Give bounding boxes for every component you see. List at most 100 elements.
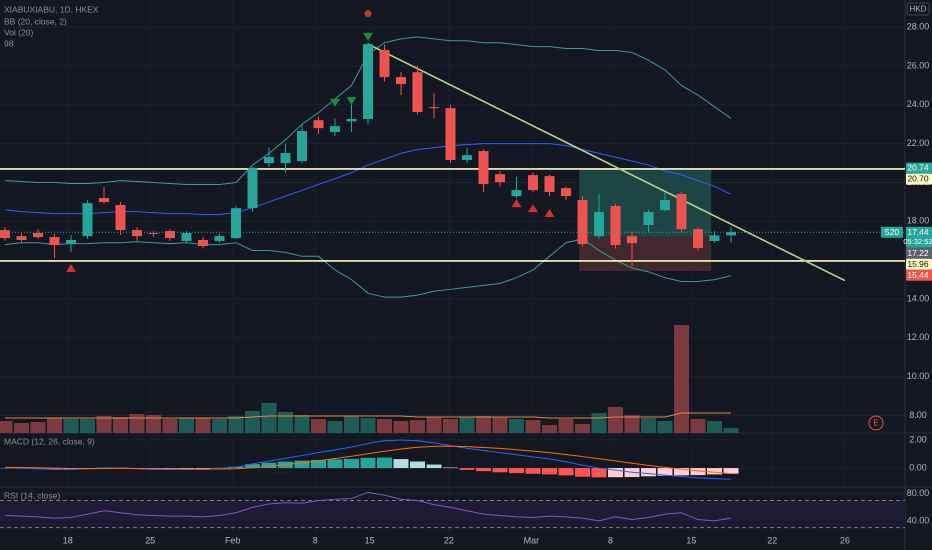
volume-bar bbox=[723, 428, 739, 433]
macd-histogram bbox=[591, 468, 607, 478]
candle-body bbox=[231, 208, 241, 239]
candle-body bbox=[313, 120, 324, 129]
volume-bar bbox=[509, 419, 524, 433]
rsi-label: RSI (14, close) bbox=[4, 490, 60, 500]
candle-body bbox=[445, 108, 456, 160]
volume-bar bbox=[641, 418, 656, 433]
price-tag-label: 17.22 bbox=[907, 248, 929, 258]
candle-body bbox=[511, 190, 522, 197]
volume-bar bbox=[80, 419, 95, 433]
macd-histogram bbox=[707, 468, 722, 475]
price-tag bbox=[906, 269, 932, 281]
volume-bar bbox=[575, 424, 590, 433]
candle-body bbox=[181, 233, 192, 241]
volume-bar bbox=[96, 416, 112, 433]
volume-bar bbox=[542, 425, 557, 433]
candle-body bbox=[165, 231, 175, 239]
macd-histogram bbox=[47, 468, 62, 470]
volume-bar bbox=[278, 412, 293, 433]
volume-bar bbox=[212, 419, 227, 433]
macd-histogram bbox=[525, 468, 541, 474]
volume-bar bbox=[162, 419, 178, 433]
macd-histogram bbox=[723, 468, 739, 474]
candle-body bbox=[577, 199, 588, 245]
macd-histogram bbox=[393, 459, 409, 469]
y-tick-label: 2.00 bbox=[909, 434, 927, 444]
candle-body bbox=[247, 168, 258, 209]
candle-body bbox=[627, 236, 637, 244]
x-tick-label: Mar bbox=[524, 535, 540, 545]
candle-body bbox=[16, 236, 27, 240]
currency: HKD bbox=[910, 5, 927, 14]
candle-body bbox=[82, 203, 93, 237]
bb-lower bbox=[4, 238, 732, 298]
price-tag-label: 15.44 bbox=[907, 270, 929, 280]
currency-box bbox=[906, 2, 930, 16]
rsi-line bbox=[4, 491, 732, 522]
candle-body bbox=[115, 205, 126, 231]
macd-histogram bbox=[459, 468, 475, 470]
bb-middle bbox=[4, 143, 732, 216]
y-tick-label: 40.00 bbox=[907, 515, 930, 525]
candle-body bbox=[478, 151, 489, 185]
price-tag bbox=[906, 226, 932, 248]
candle-body bbox=[330, 126, 340, 133]
volume-bar bbox=[30, 422, 46, 433]
candle-body bbox=[429, 107, 439, 109]
y-tick-label: 26.00 bbox=[907, 60, 930, 70]
macd-histogram bbox=[327, 459, 343, 469]
volume-bar bbox=[228, 416, 244, 433]
candle-body bbox=[462, 155, 472, 160]
candle-body bbox=[346, 119, 357, 122]
volume-bar bbox=[492, 417, 508, 433]
macd-histogram bbox=[608, 468, 623, 478]
volume-bar bbox=[360, 418, 376, 433]
signal-marker bbox=[66, 263, 76, 272]
volume-bar bbox=[344, 416, 359, 433]
signal-marker bbox=[528, 204, 538, 213]
candle-body bbox=[280, 153, 291, 164]
candle-body bbox=[412, 72, 423, 113]
macd-histogram bbox=[360, 457, 376, 469]
signal-marker bbox=[363, 32, 373, 41]
price-tag-label: 15.96 bbox=[907, 259, 929, 269]
volume-bar bbox=[0, 421, 13, 433]
volume-bar bbox=[63, 419, 79, 433]
y-tick-label: 14.00 bbox=[907, 293, 930, 303]
volume-bar bbox=[393, 421, 409, 433]
trendline bbox=[367, 43, 846, 282]
x-tick-label: 22 bbox=[444, 535, 454, 545]
volume-bar bbox=[311, 419, 326, 433]
macd-histogram bbox=[690, 468, 706, 476]
candle-body bbox=[709, 235, 720, 241]
volume-bar bbox=[195, 418, 211, 433]
macd-histogram bbox=[195, 468, 211, 469]
candle-body bbox=[610, 206, 621, 246]
y-tick-label: 24.00 bbox=[907, 99, 930, 109]
volume-bar bbox=[327, 421, 343, 433]
signal-marker bbox=[511, 199, 522, 208]
indicator-label: 98 bbox=[4, 38, 14, 48]
macd-histogram bbox=[179, 468, 194, 469]
signal-marker bbox=[346, 96, 357, 105]
indicator-label: BB (20, close, 2) bbox=[4, 16, 67, 26]
macd-histogram bbox=[509, 468, 524, 474]
candle-body bbox=[33, 233, 43, 238]
x-tick-label: 15 bbox=[365, 535, 375, 545]
quantity-label: 520 bbox=[885, 227, 899, 237]
volume-bar bbox=[608, 407, 623, 433]
volume-bar bbox=[459, 417, 475, 433]
candle-body bbox=[132, 230, 142, 237]
y-tick-label: 8.00 bbox=[909, 410, 927, 420]
price-tag bbox=[906, 247, 932, 259]
signal-marker bbox=[544, 209, 555, 218]
volume-bar bbox=[657, 421, 673, 433]
macd-histogram bbox=[245, 464, 260, 469]
macd-signal bbox=[4, 445, 732, 475]
candle-body bbox=[561, 188, 571, 197]
quantity-tag bbox=[881, 226, 903, 238]
macd-histogram bbox=[0, 468, 13, 469]
earnings-label: E bbox=[873, 419, 878, 428]
